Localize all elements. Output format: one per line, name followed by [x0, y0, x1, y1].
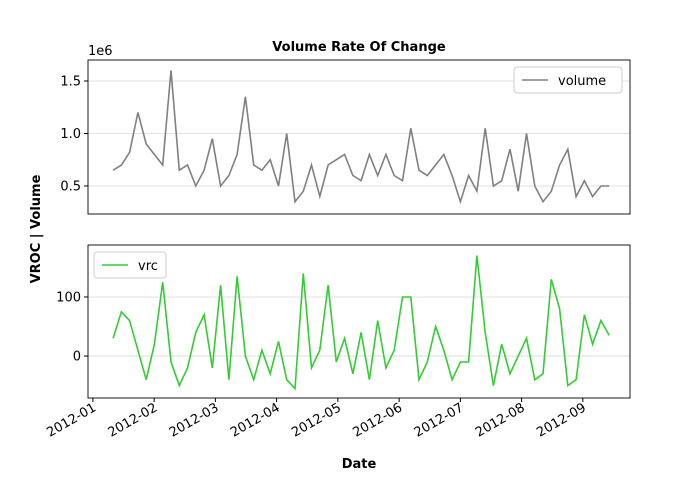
y-offset-label: 1e6 [88, 44, 113, 59]
y-tick-label: 1.0 [60, 127, 81, 142]
y-tick-label: 0 [73, 350, 81, 365]
y-tick-label: 1.5 [60, 74, 81, 89]
data-line [112, 70, 610, 205]
y-tick-label: 100 [56, 290, 81, 305]
legend-label: volume [558, 74, 606, 89]
legend-label: vrc [138, 259, 158, 274]
axes-frame [87, 244, 631, 399]
y-axis-label: VROC | Volume [29, 174, 44, 283]
legend-box [93, 251, 167, 279]
legend-box [513, 66, 623, 94]
chart-title: Volume Rate Of Change [272, 40, 446, 55]
y-tick-label: 0.5 [60, 179, 81, 194]
x-axis-label: Date [342, 457, 377, 472]
data-line [112, 255, 610, 391]
axes-frame [87, 59, 631, 215]
